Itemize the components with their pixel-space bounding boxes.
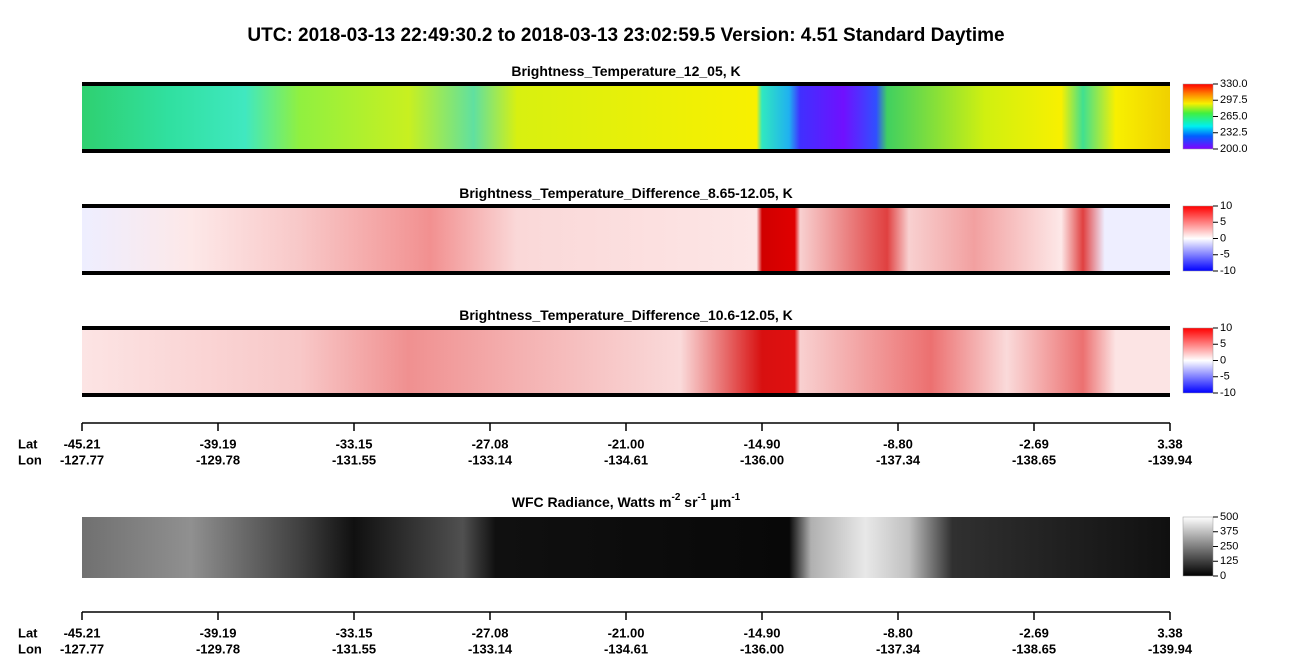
colorbar-label: -10: [1220, 387, 1236, 399]
lon-value: -136.00: [740, 641, 784, 656]
scan-edge: [82, 393, 1170, 397]
lat-value: -14.90: [744, 436, 781, 451]
panel-title: Brightness_Temperature_12_05, K: [511, 63, 740, 79]
lon-value: -127.77: [60, 641, 104, 656]
scan-edge: [82, 204, 1170, 208]
colorbar-label: 0: [1220, 570, 1226, 582]
scan-edge: [82, 82, 1170, 86]
colorbar-label: 200.0: [1220, 143, 1248, 155]
superscript: -1: [698, 492, 707, 503]
lon-value: -131.55: [332, 452, 376, 467]
colorbar-label: 500: [1220, 511, 1238, 523]
panel-title: Brightness_Temperature_Difference_8.65-1…: [459, 185, 793, 201]
scan-edge: [82, 149, 1170, 153]
lon-value: -133.14: [468, 641, 513, 656]
lat-value: -39.19: [200, 436, 237, 451]
lon-value: -131.55: [332, 641, 376, 656]
lon-value: -137.34: [876, 641, 921, 656]
colorbar-label: 265.0: [1220, 110, 1248, 122]
lat-value: -27.08: [472, 625, 509, 640]
lat-value: 3.38: [1157, 625, 1182, 640]
lat-value: -21.00: [608, 436, 645, 451]
lon-label: Lon: [18, 641, 42, 656]
colorbar-label: -5: [1220, 249, 1230, 261]
lon-value: -137.34: [876, 452, 921, 467]
colorbar-label: 232.5: [1220, 127, 1248, 139]
colorbar-label: 375: [1220, 526, 1238, 538]
lon-value: -139.94: [1148, 641, 1193, 656]
colorbar-label: 0: [1220, 232, 1226, 244]
colorbar-label: 250: [1220, 540, 1238, 552]
image-strip: [82, 517, 1170, 578]
colorbar-label: 10: [1220, 322, 1232, 334]
scan-edge: [82, 271, 1170, 275]
lat-value: -8.80: [883, 625, 913, 640]
lon-label: Lon: [18, 452, 42, 467]
title-part: WFC Radiance, Watts m: [512, 494, 672, 510]
colorbar-label: 330.0: [1220, 78, 1248, 90]
colorbar-label: 10: [1220, 200, 1232, 212]
lon-value: -129.78: [196, 641, 240, 656]
lon-value: -133.14: [468, 452, 513, 467]
title-part: sr: [680, 494, 698, 510]
lat-value: -39.19: [200, 625, 237, 640]
title-part: Brightness_Temperature_Difference_8.65-1…: [459, 185, 793, 201]
lon-value: -129.78: [196, 452, 240, 467]
lat-value: -45.21: [64, 436, 101, 451]
panel-title: WFC Radiance, Watts m-2 sr-1 μm-1: [512, 492, 741, 510]
colorbar-label: 297.5: [1220, 94, 1248, 106]
lat-value: -2.69: [1019, 436, 1049, 451]
lon-value: -136.00: [740, 452, 784, 467]
lon-value: -139.94: [1148, 452, 1193, 467]
title-part: Brightness_Temperature_Difference_10.6-1…: [459, 307, 793, 323]
page-title: UTC: 2018-03-13 22:49:30.2 to 2018-03-13…: [247, 25, 1004, 46]
lat-label: Lat: [18, 625, 38, 640]
superscript: -2: [671, 492, 680, 503]
colorbar-label: -5: [1220, 371, 1230, 383]
lon-value: -138.65: [1012, 641, 1056, 656]
lat-value: -33.15: [336, 436, 373, 451]
colorbar-label: 0: [1220, 354, 1226, 366]
image-strip: [82, 206, 1170, 273]
lat-value: -2.69: [1019, 625, 1049, 640]
image-strip: [82, 328, 1170, 395]
lat-label: Lat: [18, 436, 38, 451]
title-part: μm: [706, 494, 731, 510]
colorbar: [1182, 83, 1214, 150]
lat-value: -8.80: [883, 436, 913, 451]
lon-value: -134.61: [604, 452, 648, 467]
colorbar-label: 125: [1220, 555, 1238, 567]
panel-title: Brightness_Temperature_Difference_10.6-1…: [459, 307, 793, 323]
scan-edge: [82, 326, 1170, 330]
lat-value: -27.08: [472, 436, 509, 451]
colorbar-label: 5: [1220, 338, 1226, 350]
colorbar: [1182, 205, 1214, 272]
lon-value: -127.77: [60, 452, 104, 467]
lat-value: -45.21: [64, 625, 101, 640]
colorbar-label: 5: [1220, 216, 1226, 228]
lat-value: 3.38: [1157, 436, 1182, 451]
lat-value: -14.90: [744, 625, 781, 640]
colorbar-label: -10: [1220, 265, 1236, 277]
lat-value: -21.00: [608, 625, 645, 640]
title-part: Brightness_Temperature_12_05, K: [511, 63, 740, 79]
image-strip: [82, 84, 1170, 151]
superscript: -1: [731, 492, 740, 503]
lon-value: -138.65: [1012, 452, 1056, 467]
lat-value: -33.15: [336, 625, 373, 640]
colorbar: [1182, 516, 1214, 577]
colorbar: [1182, 327, 1214, 394]
lon-value: -134.61: [604, 641, 648, 656]
